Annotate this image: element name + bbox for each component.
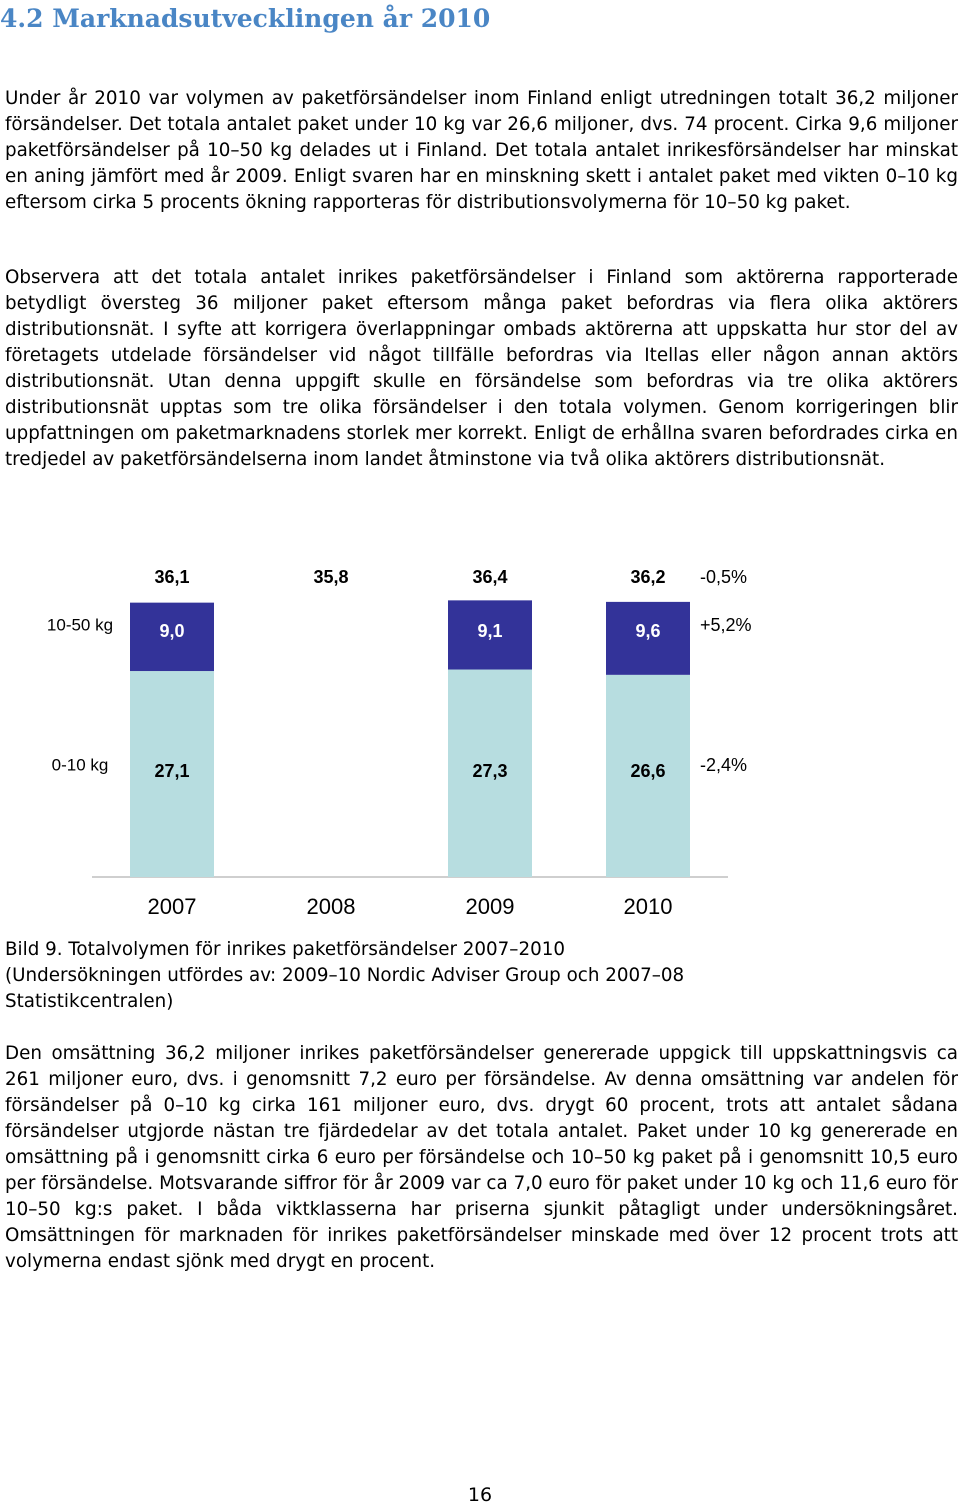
bar-segment	[606, 601, 690, 675]
total-label: 36,1	[154, 567, 189, 587]
heading: 4.2 Marknadsutvecklingen år 2010	[0, 4, 491, 33]
bar-segment	[448, 600, 532, 670]
value-label: 27,3	[472, 761, 507, 781]
change-label: +5,2%	[700, 615, 752, 635]
bar-segment	[448, 669, 532, 877]
value-label: 9,0	[159, 621, 184, 641]
total-label: 36,2	[630, 567, 665, 587]
bar-segment	[130, 671, 214, 877]
value-label: 26,6	[630, 761, 665, 781]
caption: Bild 9. Totalvolymen för inrikes paketfö…	[5, 939, 565, 960]
value-label: 9,1	[477, 621, 502, 641]
paragraph: Observera att det totala antalet inrikes…	[5, 267, 958, 470]
x-tick-label: 2010	[624, 894, 673, 919]
series-label: 10-50 kg	[47, 615, 113, 634]
value-label: 27,1	[154, 761, 189, 781]
change-label: -2,4%	[700, 755, 747, 775]
page-number: 16	[467, 1484, 493, 1506]
x-tick-label: 2008	[307, 894, 356, 919]
bar-segment	[130, 602, 214, 672]
value-label: 9,6	[635, 621, 660, 641]
paragraph: Under år 2010 var volymen av paketförsän…	[5, 88, 958, 213]
chart: 2007 27,1 9,0 36,1 2008 35,8 2009 27,3 9,1 36,4 20…	[47, 567, 752, 919]
bar-segment	[606, 674, 690, 877]
paragraph: Den omsättning 36,2 miljoner inrikes pak…	[5, 1043, 958, 1272]
total-label: 36,4	[472, 567, 507, 587]
change-label: -0,5%	[700, 567, 747, 587]
caption-source: (Undersökningen utfördes av: 2009–10 Nor…	[5, 965, 685, 1012]
x-tick-label: 2007	[148, 894, 197, 919]
total-label: 35,8	[313, 567, 348, 587]
series-label: 0-10 kg	[52, 755, 109, 774]
x-tick-label: 2009	[466, 894, 515, 919]
